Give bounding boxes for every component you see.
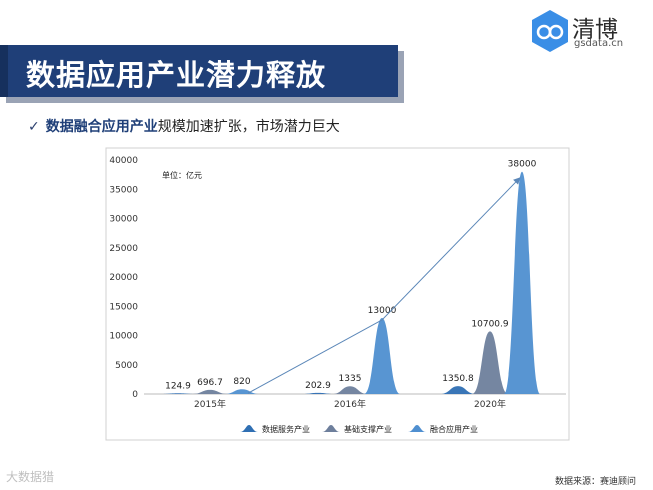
banner-bar bbox=[0, 45, 398, 97]
y-tick-label: 30000 bbox=[109, 215, 138, 225]
title-banner: 数据应用产业潜力释放 bbox=[0, 45, 404, 103]
data-label: 13000 bbox=[368, 306, 397, 316]
peak-2-2 bbox=[332, 386, 368, 394]
y-tick-label: 0 bbox=[132, 390, 138, 400]
peak-3-3 bbox=[504, 171, 540, 394]
data-label: 820 bbox=[233, 377, 250, 387]
chart-frame bbox=[105, 147, 570, 441]
y-tick-label: 25000 bbox=[109, 244, 138, 254]
data-label: 38000 bbox=[508, 160, 537, 170]
data-label: 124.9 bbox=[165, 381, 191, 391]
watermark: 大数据猎 bbox=[6, 470, 55, 484]
unit-label: 单位：亿元 bbox=[162, 170, 202, 180]
data-label: 696.7 bbox=[197, 378, 223, 388]
peak-1-1 bbox=[160, 393, 196, 394]
y-tick-label: 15000 bbox=[109, 302, 138, 312]
y-tick-label: 10000 bbox=[109, 332, 138, 342]
data-label: 1350.8 bbox=[442, 374, 474, 384]
x-tick-label: 2015年 bbox=[194, 398, 226, 410]
legend-label: 数据服务产业 bbox=[262, 424, 310, 434]
data-source: 数据来源：赛迪顾问 bbox=[555, 477, 637, 487]
legend-swatch bbox=[322, 425, 340, 432]
y-tick-label: 40000 bbox=[109, 156, 138, 166]
x-tick-label: 2020年 bbox=[474, 398, 506, 410]
trend-arrow bbox=[247, 177, 521, 394]
data-label: 1335 bbox=[339, 374, 362, 384]
logo-text: 清博 bbox=[572, 17, 618, 43]
peak-1-2 bbox=[300, 392, 336, 394]
legend-swatch bbox=[408, 425, 426, 432]
y-tick-label: 20000 bbox=[109, 273, 138, 283]
page-title: 数据应用产业潜力释放 bbox=[26, 58, 327, 92]
logo-subtext: gsdata.cn bbox=[574, 38, 624, 49]
check-icon: ✓ bbox=[28, 119, 40, 135]
subtitle-rest: 规模加速扩张，市场潜力巨大 bbox=[157, 119, 340, 135]
legend-label: 融合应用产业 bbox=[430, 424, 478, 434]
gsdata-logo-icon bbox=[532, 10, 568, 52]
y-tick-label: 5000 bbox=[115, 361, 138, 371]
y-tick-label: 35000 bbox=[109, 185, 138, 195]
peak-1-3 bbox=[440, 386, 476, 394]
legend-swatch bbox=[240, 425, 258, 432]
data-label: 10700.9 bbox=[471, 319, 508, 329]
subtitle: ✓ 数据融合应用产业规模加速扩张，市场潜力巨大 bbox=[28, 116, 340, 136]
legend-label: 基础支撑产业 bbox=[344, 424, 392, 434]
peak-2-1 bbox=[192, 389, 228, 394]
subtitle-highlight: 数据融合应用产业 bbox=[45, 119, 158, 135]
data-label: 202.9 bbox=[305, 381, 331, 391]
peak-3-1 bbox=[224, 389, 260, 394]
peak-3-2 bbox=[364, 317, 400, 394]
x-tick-label: 2016年 bbox=[334, 398, 366, 410]
peak-2-3 bbox=[472, 331, 508, 394]
